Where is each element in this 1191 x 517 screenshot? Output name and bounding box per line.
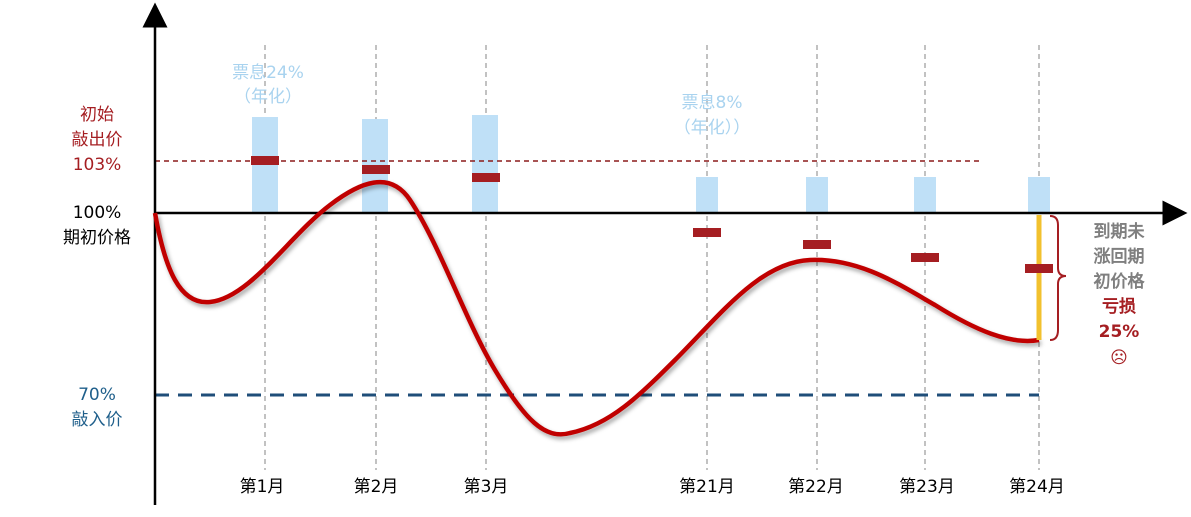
month-label: 第3月 (464, 477, 509, 497)
month-label: 第24月 (1009, 477, 1065, 497)
outcome-label: ☹ (1110, 348, 1128, 368)
knock-out-label: 103% (73, 155, 122, 175)
coupon-label: （年化） (234, 87, 302, 107)
month-label: 第22月 (788, 477, 844, 497)
month-label: 第1月 (240, 477, 285, 497)
outcome-label: 到期未 (1094, 221, 1145, 242)
outcome-label: 涨回期 (1094, 247, 1145, 267)
knock-out-label: 敲出价 (72, 130, 123, 150)
coupon-label: 票息8% (682, 93, 743, 113)
initial-price-label: 100% (73, 203, 122, 223)
month-label: 第21月 (679, 477, 735, 497)
month-guides (264, 45, 1040, 470)
coupon-bars (252, 115, 1050, 213)
knock-out-label: 初始 (80, 105, 114, 125)
price-path (152, 179, 1040, 437)
bracket (1049, 215, 1067, 341)
outcome-label: 初价格 (1094, 271, 1146, 292)
month-label: 第23月 (899, 477, 955, 497)
outcome-label: 25% (1099, 322, 1140, 342)
month-label: 第2月 (354, 477, 399, 497)
knock-in-label: 70% (78, 385, 116, 405)
coupon-label: （年化）） (674, 118, 751, 138)
outcome-label: 亏损 (1102, 296, 1136, 317)
initial-price-label: 期初价格 (63, 228, 131, 248)
coupon-label: 票息24% (232, 63, 304, 83)
knock-in-label: 敲入价 (72, 410, 123, 430)
knock-out-markers (251, 156, 1053, 273)
